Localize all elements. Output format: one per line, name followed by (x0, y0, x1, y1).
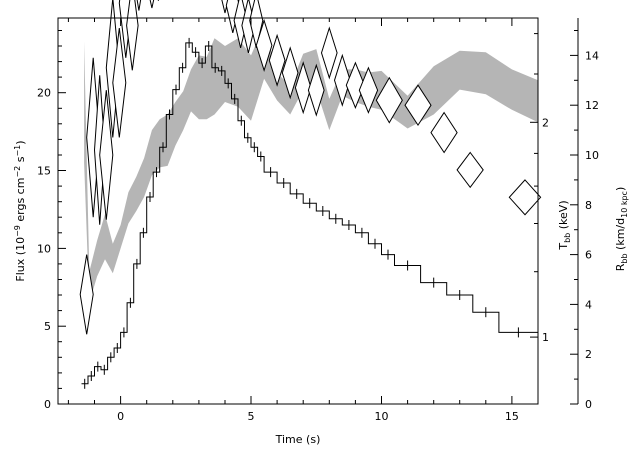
radius-point (126, 0, 139, 71)
y-axis-title-temperature: Tbb (keV) (557, 200, 572, 250)
radius-point (79, 254, 94, 335)
x-axis-title: Time (s) (275, 433, 321, 446)
temperature-tick-label: 1 (542, 331, 549, 344)
radius-point (294, 61, 312, 115)
x-tick-label: 5 (248, 410, 255, 423)
radius-tick-label: 0 (585, 398, 592, 411)
x-tick-label: 15 (505, 410, 519, 423)
radius-point (508, 179, 542, 216)
flux-tick-label: 0 (44, 398, 51, 411)
radius-tick-label: 6 (585, 249, 592, 262)
x-tick-label: 10 (375, 410, 389, 423)
flux-histogram-layer (81, 37, 538, 389)
radius-point (345, 61, 366, 110)
radius-point (307, 63, 325, 117)
radius-point (157, 0, 160, 1)
radius-point (333, 53, 351, 107)
y-axis-title-flux: Flux (10−9 ergs cm−2 s−1) (13, 140, 27, 281)
flux-tick-label: 15 (37, 165, 51, 178)
x-tick-label: 0 (117, 410, 124, 423)
flux-tick-label: 20 (37, 87, 51, 100)
radius-point (320, 26, 338, 80)
radius-diamond-layer (79, 0, 542, 335)
flux-tick-label: 5 (44, 320, 51, 333)
radius-point (430, 111, 458, 154)
radius-point (149, 0, 155, 9)
radius-point (281, 46, 299, 100)
radius-tick-label: 12 (585, 99, 599, 112)
radius-tick-label: 14 (585, 49, 599, 62)
radius-tick-label: 10 (585, 149, 599, 162)
radius-point (456, 151, 484, 189)
radius-point (112, 27, 127, 138)
radius-tick-label: 4 (585, 298, 592, 311)
flux-tick-label: 10 (37, 242, 51, 255)
y-axis-title-radius: Rbb (km/d10 kpc) (614, 187, 629, 272)
radius-point (255, 18, 273, 72)
radius-point (136, 0, 142, 11)
radius-point (225, 0, 240, 34)
radius-point (404, 84, 432, 127)
radius-point (358, 66, 379, 114)
radius-point (268, 33, 286, 87)
plot-frame (57, 17, 539, 405)
radius-point (249, 0, 264, 49)
radius-point (375, 76, 403, 124)
radius-tick-label: 2 (585, 348, 592, 361)
radius-point (99, 90, 114, 220)
temperature-tick-label: 2 (542, 116, 549, 129)
radius-tick-label: 8 (585, 199, 592, 212)
